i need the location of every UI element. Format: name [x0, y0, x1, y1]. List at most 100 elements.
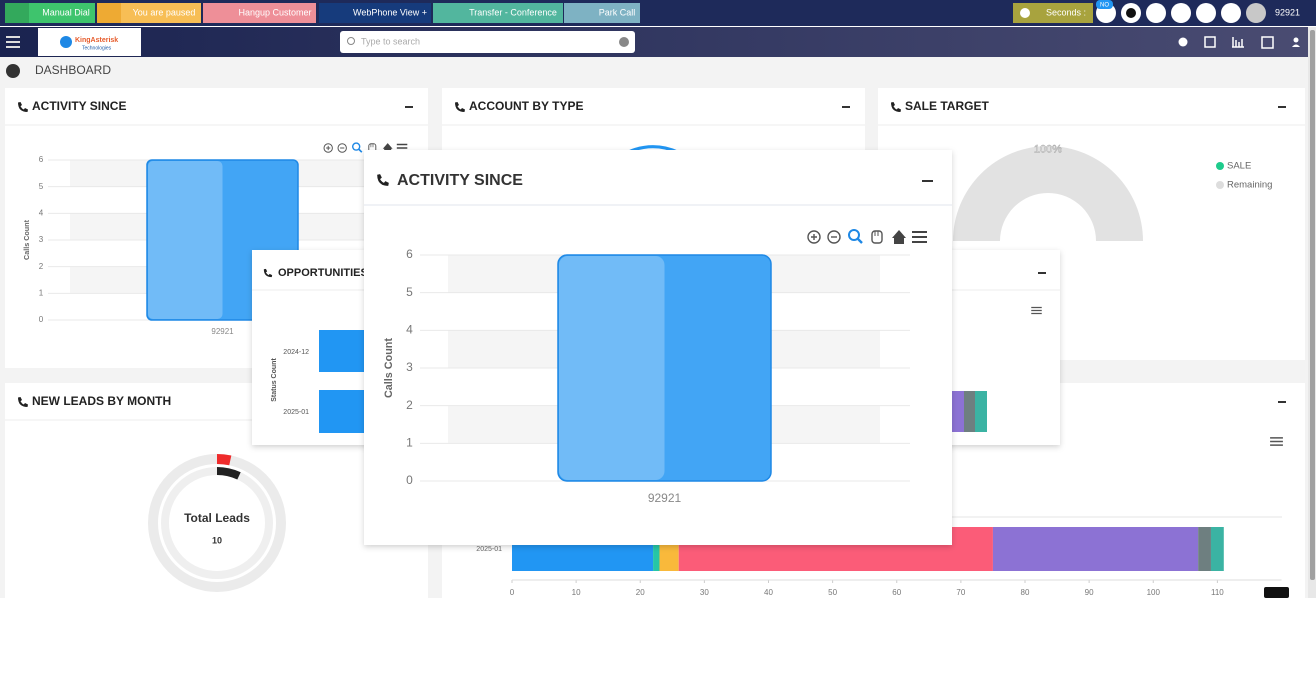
- scroll-top-button[interactable]: [1264, 587, 1289, 598]
- y-tick-label: 6: [39, 155, 44, 164]
- logo-mark: [60, 36, 72, 48]
- x-tick-label: 10: [572, 588, 581, 597]
- x-tick-label: 110: [1211, 588, 1224, 597]
- button-label[interactable]: WebPhone View +: [353, 7, 427, 17]
- bar: [319, 390, 369, 433]
- search-box[interactable]: [340, 31, 635, 53]
- x-tick-label: 40: [764, 588, 773, 597]
- icon-button: [1292, 44, 1300, 47]
- y-tick-label: 3: [39, 235, 44, 244]
- button[interactable]: [97, 3, 201, 23]
- badge-label: NO: [1100, 3, 1109, 9]
- logo-name: KingAsterisk: [75, 37, 118, 44]
- button-label[interactable]: Hangup Customer: [238, 7, 311, 17]
- avatar[interactable]: [1246, 3, 1266, 23]
- bar-segment: [1198, 527, 1211, 571]
- icon-button[interactable]: [1204, 36, 1216, 48]
- bar: [975, 391, 987, 432]
- y-tick-label: 0: [406, 473, 413, 487]
- button-label[interactable]: Manual Dial: [42, 7, 90, 17]
- y-tick-label: 6: [406, 247, 413, 261]
- logo-tagline: Technologies: [82, 45, 112, 51]
- y-axis-label: Calls Count: [22, 219, 31, 260]
- bar: [964, 391, 975, 432]
- bar-segment: [653, 527, 660, 571]
- x-tick-label: 92921: [211, 327, 234, 336]
- panel-title: ACTIVITY SINCE: [32, 99, 126, 113]
- y-tick-label: 0: [39, 315, 44, 324]
- timer: [1013, 3, 1093, 23]
- button[interactable]: [203, 3, 316, 23]
- x-tick-label: 92921: [648, 491, 682, 505]
- panel-divider: [5, 124, 1305, 421]
- breadcrumb: DASHBOARD: [35, 63, 111, 77]
- popup-panel: ACTIVITY SINCE 0 1 2 3 4 5 6 Calls Count 92921: [364, 150, 952, 545]
- button-label[interactable]: Park Call: [599, 7, 636, 17]
- icon-button[interactable]: [1221, 3, 1241, 23]
- x-tick-label: 90: [1085, 588, 1094, 597]
- data-label: 100%: [1034, 143, 1062, 155]
- dashboard-icon: [6, 64, 20, 78]
- icon-button[interactable]: [1293, 37, 1299, 43]
- search-dropdown[interactable]: [619, 37, 629, 47]
- pie-slice: [627, 145, 679, 153]
- leads-donut: Total Leads 10: [148, 454, 286, 592]
- arc-segment: [953, 146, 1143, 241]
- stacked-chart: 0 10 20 30 40 50 60 70 80 90 100 110 2025-01: [442, 516, 1289, 598]
- clock-icon: [1020, 8, 1030, 18]
- panel-title: NEW LEADS BY MONTH: [32, 394, 171, 408]
- icon-button[interactable]: [1261, 36, 1274, 49]
- icon-button[interactable]: [1171, 3, 1191, 23]
- panel-title: OPPORTUNITIES V: [278, 267, 379, 279]
- icon-button[interactable]: [1196, 3, 1216, 23]
- y-tick-label: 1: [39, 288, 44, 297]
- toolbar: Manual Dial You are paused Hangup Custom…: [0, 0, 1316, 26]
- panel-title: ACCOUNT BY TYPE: [469, 99, 583, 113]
- icon-button[interactable]: [1178, 37, 1188, 47]
- legend-marker: [1216, 162, 1224, 170]
- icon-button[interactable]: [1146, 3, 1166, 23]
- panel-title: SALE TARGET: [905, 99, 989, 113]
- button[interactable]: [564, 3, 640, 23]
- y-tick-label: 3: [406, 360, 413, 374]
- panel-title: ACTIVITY SINCE: [397, 172, 523, 189]
- header: KingAsterisk Technologies Type to search: [0, 27, 1316, 57]
- bar-segment: [1210, 527, 1224, 571]
- donut-segment: [216, 467, 241, 480]
- timer-label: Seconds :: [1046, 7, 1086, 17]
- button-label[interactable]: Transfer - Conference: [469, 7, 557, 17]
- legend-label: Remaining: [1227, 180, 1272, 191]
- x-tick-label: 80: [1021, 588, 1030, 597]
- x-tick-label: 0: [510, 588, 515, 597]
- bar-highlight: [559, 256, 665, 480]
- y-tick-label: 2025-01: [283, 409, 309, 416]
- button[interactable]: [319, 3, 431, 23]
- x-tick-label: 100: [1147, 588, 1161, 597]
- y-tick-label: 4: [406, 323, 413, 337]
- donut-total: 10: [212, 535, 222, 545]
- icon-button[interactable]: [1232, 37, 1244, 48]
- header-bg: [0, 27, 1316, 57]
- search-icon: [347, 37, 355, 45]
- y-tick-label: 4: [39, 208, 44, 217]
- y-tick-label: 2025-01: [476, 546, 502, 553]
- x-tick-label: 20: [636, 588, 645, 597]
- bar-segment: [992, 527, 1199, 571]
- menu-button[interactable]: [6, 36, 20, 48]
- button-label[interactable]: You are paused: [133, 7, 196, 17]
- search-placeholder[interactable]: Type to search: [361, 36, 420, 46]
- scrollbar-thumb[interactable]: [1310, 30, 1315, 580]
- y-tick-label: 1: [406, 436, 413, 450]
- button-icon: [97, 3, 121, 23]
- x-tick-label: 70: [956, 588, 965, 597]
- y-tick-label: 5: [406, 285, 413, 299]
- bar: [557, 254, 772, 482]
- button[interactable]: [433, 3, 563, 23]
- y-tick-label: 2: [39, 262, 44, 271]
- logo-box: [38, 28, 141, 56]
- button-icon: [5, 3, 29, 23]
- x-tick-label: 60: [892, 588, 901, 597]
- y-tick-label: 2: [406, 398, 413, 412]
